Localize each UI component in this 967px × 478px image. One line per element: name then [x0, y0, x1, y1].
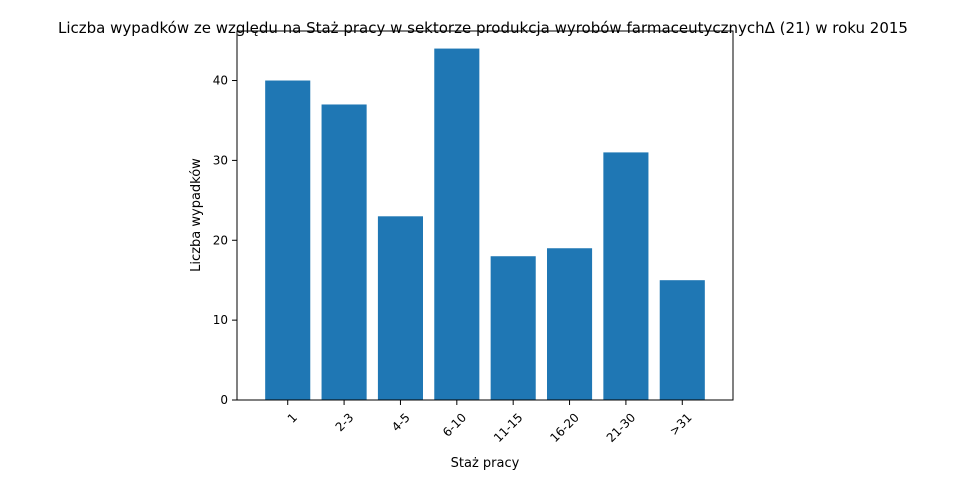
bar-16-20: [547, 248, 593, 400]
y-tick-label: 10: [213, 313, 228, 327]
x-axis-ticks: 1 2-3 4-5 6-10 11-15 16-20 21-30 >31: [285, 400, 695, 445]
bars-layer: [265, 48, 705, 401]
chart-title: Liczba wypadków ze względu na Staż pracy…: [58, 19, 908, 37]
x-tick-label: 2-3: [333, 410, 357, 434]
x-axis-label: Staż pracy: [451, 456, 520, 471]
bar-21-30: [603, 152, 649, 400]
y-tick-label: 30: [213, 153, 228, 167]
x-tick-label: >31: [667, 410, 695, 438]
x-tick-label: 6-10: [440, 410, 469, 439]
bar-11-15: [490, 256, 536, 400]
y-tick-label: 20: [213, 233, 228, 247]
bar->31: [659, 280, 705, 400]
y-axis-ticks: 0 10 20 30 40: [213, 74, 237, 407]
bar-4-5: [377, 216, 423, 400]
x-tick-label: 21-30: [604, 410, 639, 445]
x-tick-label: 1: [285, 410, 300, 425]
bar-6-10: [434, 48, 480, 400]
bar-2-3: [321, 104, 367, 400]
x-tick-label: 16-20: [547, 410, 582, 445]
plot-frame: [236, 30, 734, 401]
bar-1: [265, 80, 311, 401]
x-tick-label: 11-15: [491, 410, 526, 445]
y-tick-label: 40: [213, 74, 228, 88]
x-tick-label: 4-5: [389, 410, 413, 434]
y-axis-label: Liczba wypadków: [189, 158, 204, 272]
y-tick-label: 0: [220, 393, 228, 407]
